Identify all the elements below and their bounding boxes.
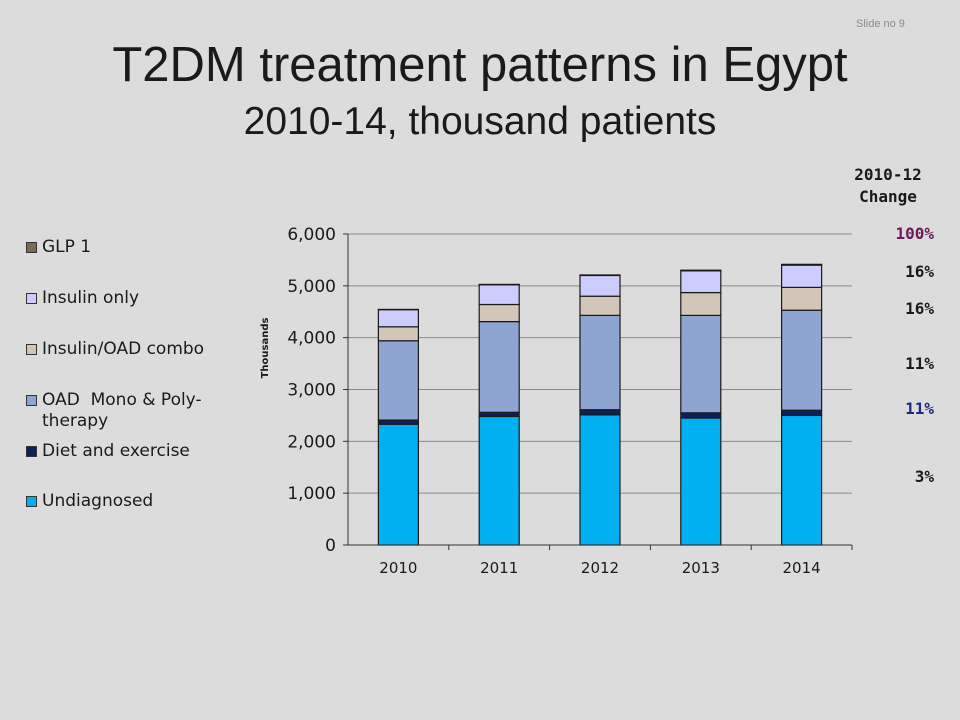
slide-subtitle: 2010-14, thousand patients [243,100,717,143]
legend-label-diet-exercise: Diet and exercise [42,441,190,461]
bar-segment-2013-insulin-only [680,270,722,294]
bar-segment-2013-undiagnosed [680,417,722,546]
bar-segment-2013-oad-mono-poly-therapy [680,314,722,414]
y-tick-label: 1,000 [287,484,336,504]
legend-label-insulin-only: Insulin only [42,288,140,308]
bar-segment-2011-undiagnosed [478,415,520,546]
bar-segment-2010-oad-mono-poly-therapy [377,340,419,421]
slide-title: T2DM treatment patterns in Egypt [112,38,848,92]
bar-segment-2012-oad-mono-poly-therapy [579,314,621,411]
bar-segment-2011-diet-and-exercise [478,411,520,418]
bar-segment-2014-insulin-only [780,264,823,288]
change-value-insulin-oad-combo: 16% [905,299,934,318]
y-tick-label: 3,000 [287,381,336,401]
bar-segment-2011-insulin-only [478,284,520,306]
y-tick-label: 5,000 [287,277,336,297]
bar-segment-2014-undiagnosed [780,414,823,546]
bar-segment-2010-insulin-only [377,309,419,328]
change-value-oad-therapy: 11% [905,354,934,373]
slide-number: Slide no 9 [856,18,905,30]
change-header-period: 2010-12 [854,165,922,184]
legend-swatch-undiagnosed [26,496,37,507]
change-value-insulin-only: 16% [905,262,934,281]
y-tick-label: 0 [325,536,336,556]
legend-swatch-glp1 [26,242,37,253]
bars [377,263,823,546]
change-value-diet-exercise: 11% [905,399,934,418]
bar-segment-2011-insulin-oad-combo [478,303,520,323]
x-tick-label: 2013 [682,559,720,577]
x-tick-label: 2012 [581,559,619,577]
y-axis-title: Thousands [260,318,271,379]
x-tick-label: 2010 [379,559,417,577]
y-tick-label: 4,000 [287,329,336,349]
legend-label-glp1: GLP 1 [42,237,92,257]
legend-swatch-oad-therapy [26,395,37,406]
bar-segment-2013-insulin-oad-combo [680,291,722,316]
bar-segment-2014-diet-and-exercise [780,409,823,417]
change-value-undiagnosed: 3% [914,467,934,486]
legend-swatch-insulin-oad-combo [26,344,37,355]
bar-segment-2012-insulin-oad-combo [579,295,621,316]
legend-label-oad-therapy: OAD Mono & Poly-therapy [42,390,202,431]
bar-segment-2012-glp-1 [579,274,621,277]
legend-label-insulin-oad-combo: Insulin/OAD combo [42,339,205,359]
change-header-label: Change [859,187,917,206]
bar-segment-2010-insulin-oad-combo [377,326,419,342]
bar-segment-2012-insulin-only [579,274,621,297]
x-tick-label: 2011 [480,559,518,577]
bar-segment-2010-undiagnosed [377,423,419,546]
bar-segment-2014-glp-1 [780,263,823,266]
bar-segment-2013-glp-1 [680,269,722,272]
bar-segment-2014-insulin-oad-combo [780,286,823,311]
bar-segment-2013-diet-and-exercise [680,412,722,419]
legend-label-undiagnosed: Undiagnosed [42,491,154,511]
legend-swatch-insulin-only [26,293,37,304]
bar-segment-2012-undiagnosed [579,414,621,546]
bar-segment-2014-oad-mono-poly-therapy [780,309,823,411]
y-tick-label: 6,000 [287,225,336,245]
legend-swatch-diet-exercise [26,446,37,457]
y-tick-label: 2,000 [287,432,336,452]
x-tick-label: 2014 [783,559,821,577]
change-column-header: 2010-12 Change [826,164,950,208]
change-value-glp1: 100% [895,224,934,243]
bar-segment-2010-diet-and-exercise [377,419,419,425]
axes: 0 1,000 2,000 3,000 4,000 5,000 6,000 2010 2011 2… [287,225,853,577]
bar-segment-2012-diet-and-exercise [579,409,621,416]
bar-segment-2011-oad-mono-poly-therapy [478,320,520,413]
